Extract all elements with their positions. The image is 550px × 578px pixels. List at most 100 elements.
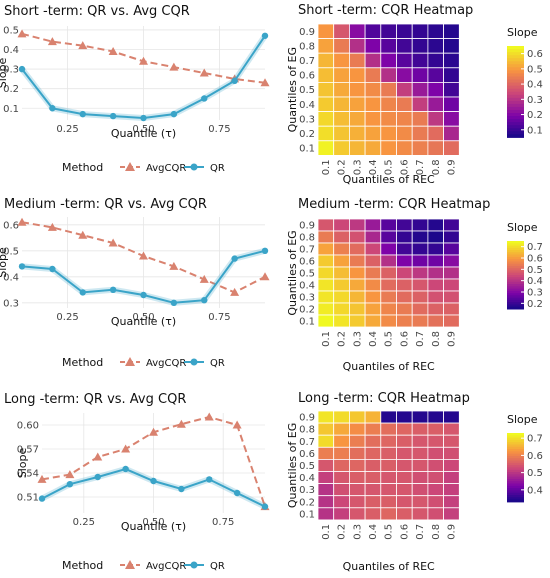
qr-point [140, 114, 147, 122]
colorbar-segment [507, 97, 524, 102]
line-chart-panel: Medium -term: QR vs. Avg CQR 0.6 0.5 0.4 0.3… [0, 197, 270, 369]
heatmap-cell [364, 82, 382, 98]
heatmap-cell [380, 507, 397, 521]
heatmap-cell [396, 242, 413, 256]
x-tick-label: 0.75 [208, 124, 230, 135]
heatmap-cell [443, 125, 460, 142]
heatmap-cell [348, 23, 366, 40]
qr-point [18, 65, 26, 73]
heatmap-cell [443, 314, 460, 328]
x-tick-label: 0.8 [431, 524, 442, 540]
chart-title: Long -term: QR vs. Avg CQR [4, 392, 186, 407]
colorbar-segment [507, 297, 524, 301]
x-tick-label: 0.5 [384, 331, 395, 347]
avgcqr-point [78, 230, 88, 239]
heatmap-cell [317, 422, 335, 436]
heatmap-cell [364, 242, 382, 256]
colorbar-segment [507, 88, 524, 93]
colorbar-segment [507, 446, 524, 450]
colorbar-segment [507, 70, 524, 74]
heatmap-cell [364, 446, 382, 460]
colorbar-segment [507, 49, 524, 53]
x-axis-label: Quantiles of REC [343, 360, 435, 373]
colorbar-segment [507, 100, 524, 105]
colorbar-segment [507, 250, 524, 253]
heatmap-cell [333, 266, 350, 280]
colorbar-segment [507, 94, 524, 99]
heatmap-cell [443, 111, 460, 127]
chart-title: Short -term: CQR Heatmap [298, 3, 473, 18]
heatmap-cell [411, 434, 429, 448]
heatmap-cell [348, 230, 366, 244]
heatmap-cell [427, 125, 444, 142]
heatmap-cell [333, 290, 350, 304]
heatmap-cell [427, 422, 444, 436]
colorbar-segment [507, 435, 524, 439]
heatmap-cell [380, 254, 397, 268]
colorbar-segment [507, 495, 524, 498]
qr-point [150, 477, 157, 485]
y-axis-label: Slope [0, 58, 9, 89]
heatmap-cell [317, 254, 335, 268]
heatmap-cell [364, 23, 382, 40]
heatmap-cell [333, 52, 350, 69]
y-tick-label: 0.7 [299, 56, 315, 67]
colorbar-segment [507, 290, 524, 294]
heatmap-cell [317, 266, 335, 280]
y-tick-label: 0.6 [299, 71, 315, 82]
heatmap-cell [380, 82, 397, 98]
colorbar-tick-label: 0.7 [527, 434, 543, 445]
colorbar-segment [507, 467, 524, 471]
colorbar-segment [507, 293, 524, 296]
colorbar-segment [507, 82, 524, 87]
colorbar-segment [507, 64, 524, 68]
qr-point [231, 255, 238, 262]
colorbar-tick-label: 0.4 [527, 276, 543, 287]
colorbar-segment [507, 460, 524, 464]
heatmap-cell [443, 446, 460, 460]
heatmap-cell [380, 230, 397, 244]
heatmap-cell [443, 290, 460, 304]
colorbar-segment [507, 58, 524, 62]
heatmap-cell [443, 96, 460, 113]
heatmap-cell [348, 507, 366, 521]
heatmap-cell [317, 67, 335, 83]
colorbar-tick-label: 0.4 [527, 485, 543, 496]
colorbar-tick-label: 0.1 [527, 125, 543, 136]
heatmap-cell [396, 23, 413, 40]
heatmap-cell [411, 495, 429, 509]
heatmap-cell [348, 140, 366, 156]
y-tick-label: 0.6 [299, 257, 315, 268]
heatmap-cell [333, 302, 350, 316]
y-axis-label: Quantiles of EG [286, 423, 299, 508]
y-tick-label: 0.6 [3, 220, 19, 231]
heatmap-cell [427, 82, 444, 98]
heatmap-cell [348, 278, 366, 292]
heatmap-cell [348, 302, 366, 316]
heatmap-cell [348, 82, 366, 98]
avgcqr-point [204, 412, 214, 421]
heatmap-cell [427, 266, 444, 280]
x-axis-label: Quantile (τ) [121, 520, 186, 533]
colorbar-segment [507, 295, 524, 299]
chart-title: Medium -term: QR vs. Avg CQR [4, 197, 207, 212]
heatmap-cell [317, 471, 335, 485]
heatmap-cell [427, 302, 444, 316]
colorbar-tick-label: 0.4 [527, 80, 543, 91]
x-tick-label: 0.4 [368, 331, 379, 347]
colorbar-segment [507, 275, 524, 278]
heatmap-cell [427, 218, 444, 232]
x-tick-label: 0.7 [415, 524, 426, 540]
heatmap-cell [317, 290, 335, 304]
colorbar-segment [507, 55, 524, 59]
y-tick-label: 0.3 [299, 293, 315, 304]
heatmap-cell [411, 483, 429, 497]
x-axis-label: Quantiles of REC [343, 560, 435, 573]
heatmap-cell [411, 266, 429, 280]
heatmap-cell [427, 38, 444, 54]
colorbar-segment [507, 241, 524, 244]
x-tick-label: 0.5 [384, 159, 395, 175]
y-tick-label: 0.5 [299, 85, 315, 96]
heatmap-panel: Long -term: CQR Heatmap0.90.80.70.60.50.… [286, 391, 543, 573]
heatmap-cell [364, 483, 382, 497]
